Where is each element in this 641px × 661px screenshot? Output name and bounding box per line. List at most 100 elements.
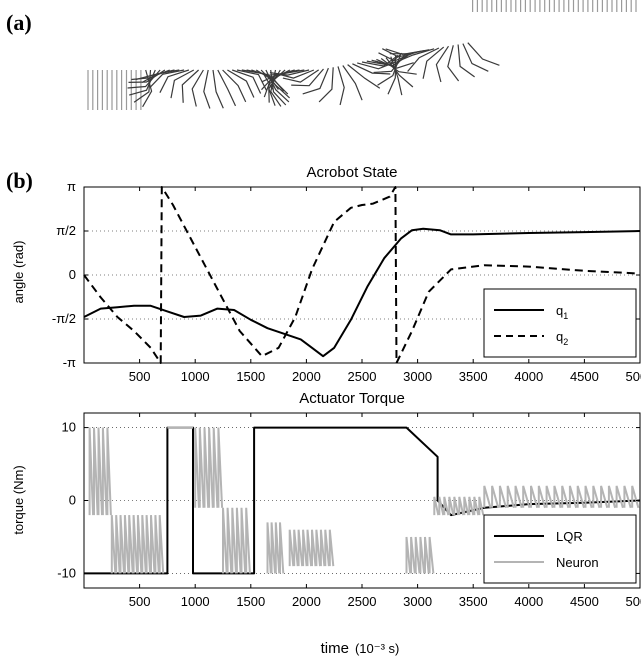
acrobot-frame bbox=[142, 69, 153, 108]
acrobot-frame bbox=[191, 69, 204, 107]
x-tick-label: 5000 bbox=[626, 369, 641, 384]
neuron-spike-burst bbox=[483, 485, 640, 509]
x-tick-label: 3500 bbox=[459, 369, 488, 384]
y-tick-label: 0 bbox=[69, 267, 76, 282]
acrobot-frame bbox=[149, 69, 185, 88]
acrobot-frame bbox=[232, 69, 262, 94]
x-tick-label: 3000 bbox=[403, 594, 432, 609]
x-tick-label: 500 bbox=[129, 369, 151, 384]
acrobot-frame bbox=[217, 69, 237, 107]
acrobot-frame bbox=[302, 67, 329, 95]
acrobot-frame bbox=[291, 68, 324, 87]
acrobot-frame bbox=[422, 46, 445, 79]
panel-a-label: (a) bbox=[6, 10, 32, 35]
acrobot-frame bbox=[361, 54, 399, 67]
series-line-q2 bbox=[83, 186, 641, 364]
x-tick-label: 500 bbox=[129, 594, 151, 609]
legend-torque: LQR Neuron bbox=[483, 514, 637, 584]
neuron-spike-burst bbox=[194, 427, 224, 508]
chart-title-state: Acrobot State bbox=[307, 164, 398, 181]
neuron-spike-burst bbox=[433, 496, 485, 516]
chart-title-torque: Actuator Torque bbox=[299, 390, 405, 407]
legend-label-lqr: LQR bbox=[556, 529, 583, 544]
acrobot-frame bbox=[352, 63, 391, 75]
series-line-neuron bbox=[88, 426, 640, 574]
actuator-torque-chart: Actuator Torque torque (Nm) 10 0 -10 500 100… bbox=[11, 390, 641, 657]
acrobot-frame bbox=[282, 69, 320, 83]
acrobot-filmstrip bbox=[87, 0, 637, 110]
legend-label-q1: q1 bbox=[556, 303, 568, 321]
acrobot-frame bbox=[385, 57, 414, 88]
y-tick-label: -π bbox=[63, 355, 76, 370]
acrobot-frame bbox=[270, 69, 282, 107]
acrobot-frame bbox=[318, 67, 334, 103]
acrobot-frame bbox=[170, 69, 195, 99]
acrobot-frame bbox=[389, 49, 430, 55]
y-tick-label: -π/2 bbox=[52, 311, 76, 326]
x-tick-label: 3000 bbox=[403, 369, 432, 384]
x-tick-label: 1500 bbox=[236, 369, 265, 384]
y-axis-label-state: angle (rad) bbox=[11, 241, 26, 304]
x-tick-label: 3500 bbox=[459, 594, 488, 609]
neuron-spike-burst bbox=[405, 536, 435, 574]
neuron-spike-burst bbox=[222, 507, 251, 574]
acrobot-frame bbox=[222, 69, 247, 103]
acrobot-frame bbox=[457, 44, 475, 78]
neuron-spike-burst bbox=[266, 522, 285, 574]
x-tick-label: 4000 bbox=[514, 594, 543, 609]
acrobot-frame bbox=[380, 58, 417, 75]
x-tick-label: 1000 bbox=[181, 594, 210, 609]
acrobot-state-chart: Acrobot State angle (rad) π π/2 0 -π/2 -π 500… bbox=[11, 164, 641, 384]
y-tick-label: 10 bbox=[62, 420, 76, 435]
x-tick-label: 4000 bbox=[514, 369, 543, 384]
x-tick-label: 1000 bbox=[181, 369, 210, 384]
x-tick-label: 1500 bbox=[236, 594, 265, 609]
acrobot-frame bbox=[255, 69, 289, 95]
y-tick-label: 0 bbox=[69, 493, 76, 508]
x-axis-label: time (10⁻³ s) bbox=[321, 640, 400, 657]
acrobot-frame bbox=[342, 65, 363, 101]
acrobot-frame bbox=[141, 69, 180, 84]
legend-box bbox=[483, 288, 637, 358]
acrobot-frame bbox=[203, 69, 211, 109]
neuron-spike-burst bbox=[288, 529, 335, 567]
legend-box bbox=[483, 514, 637, 584]
acrobot-frame bbox=[275, 69, 315, 79]
panel-b-label: (b) bbox=[6, 168, 33, 193]
x-tick-label: 4500 bbox=[570, 369, 599, 384]
x-tick-label: 2000 bbox=[292, 594, 321, 609]
acrobot-frame bbox=[347, 64, 381, 89]
neuron-spike-burst bbox=[110, 515, 165, 574]
legend-label-q2: q2 bbox=[556, 329, 568, 347]
legend-label-neuron: Neuron bbox=[556, 555, 599, 570]
acrobot-frame bbox=[390, 56, 403, 96]
acrobot-frame bbox=[376, 58, 414, 69]
y-tick-label: π bbox=[67, 179, 76, 194]
x-tick-label: 5000 bbox=[626, 594, 641, 609]
y-tick-label: π/2 bbox=[56, 223, 76, 238]
acrobot-frame bbox=[212, 69, 224, 109]
acrobot-frame bbox=[396, 48, 435, 63]
acrobot-frame bbox=[337, 66, 345, 106]
acrobot-frame bbox=[227, 69, 255, 98]
neuron-spike-burst bbox=[88, 427, 112, 516]
y-tick-label: -10 bbox=[57, 565, 76, 580]
x-tick-label: 2000 bbox=[292, 369, 321, 384]
x-tick-label: 4500 bbox=[570, 594, 599, 609]
acrobot-frame bbox=[467, 42, 500, 66]
acrobot-frame bbox=[181, 69, 200, 103]
acrobot-frame bbox=[435, 45, 450, 83]
acrobot-frame bbox=[378, 51, 416, 62]
acrobot-frame bbox=[269, 69, 310, 76]
acrobot-frame bbox=[265, 69, 290, 103]
acrobot-frame bbox=[447, 45, 460, 82]
x-tick-label: 2500 bbox=[348, 369, 377, 384]
acrobot-frame bbox=[236, 69, 268, 91]
acrobot-frame bbox=[462, 43, 489, 72]
acrobot-frame bbox=[407, 47, 440, 72]
y-axis-label-torque: torque (Nm) bbox=[11, 465, 26, 534]
legend-state: q1 q2 bbox=[483, 288, 637, 358]
x-tick-label: 2500 bbox=[348, 594, 377, 609]
acrobot-frame bbox=[159, 69, 190, 93]
